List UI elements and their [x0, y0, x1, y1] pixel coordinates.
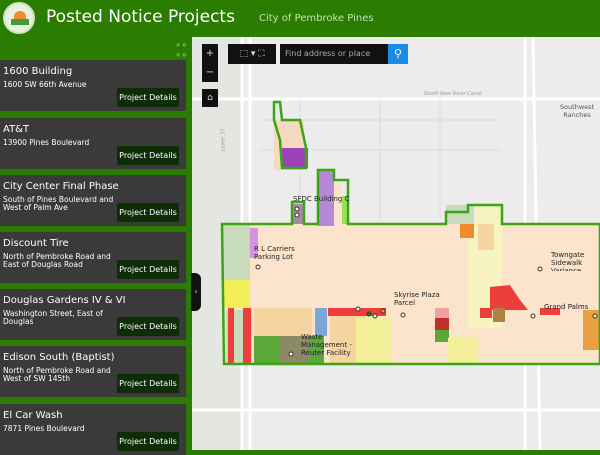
- project-details-button[interactable]: Project Details: [117, 317, 179, 336]
- project-name: Edison South (Baptist): [3, 352, 115, 363]
- project-details-button[interactable]: Project Details: [117, 203, 179, 222]
- map-label-canal: South New River Canal: [424, 91, 482, 97]
- project-name: City Center Final Phase: [3, 181, 119, 192]
- search-button[interactable]: ⚲: [388, 44, 408, 64]
- map-label-towngate: Towngate Sidewalk Variance: [551, 251, 585, 271]
- project-details-button[interactable]: Project Details: [117, 432, 179, 451]
- project-address: 1600 SW 66th Avenue: [3, 80, 87, 89]
- collapse-sidebar-button[interactable]: ‹: [191, 273, 201, 311]
- layout-grid-icon[interactable]: ∘∘ ∘∘: [175, 40, 188, 61]
- project-details-button[interactable]: Project Details: [117, 146, 179, 165]
- search-icon: ⚲: [393, 47, 403, 60]
- map-label-waste-management: Waste Management - Reuter Facility: [301, 333, 352, 357]
- project-name: Douglas Gardens IV & VI: [3, 295, 126, 306]
- project-name: El Car Wash: [3, 410, 63, 421]
- chevron-left-icon: ‹: [194, 287, 198, 296]
- list-item[interactable]: AT&T 13900 Pines Boulevard Project Details: [0, 118, 186, 169]
- project-address: North of Pembroke Road and East of Dougl…: [3, 252, 111, 269]
- map-label-sfdc: SFDC Building C: [293, 195, 350, 203]
- project-address: 13900 Pines Boulevard: [3, 138, 90, 147]
- chevron-down-icon[interactable]: ▾: [250, 49, 256, 59]
- project-details-button[interactable]: Project Details: [117, 88, 179, 107]
- list-item[interactable]: Discount Tire North of Pembroke Road and …: [0, 232, 186, 283]
- project-address: 7871 Pines Boulevard: [3, 424, 85, 433]
- project-name: 1600 Building: [3, 66, 73, 77]
- map-label-grand-palms: Grand Palms: [544, 303, 589, 311]
- project-name: Discount Tire: [3, 238, 69, 249]
- select-icon: ⬚: [239, 49, 248, 59]
- map-label-levee: Levee 37: [220, 128, 227, 152]
- project-details-button[interactable]: Project Details: [117, 374, 179, 393]
- list-item[interactable]: City Center Final Phase South of Pines Bo…: [0, 175, 186, 226]
- zoom-in-button[interactable]: +: [205, 48, 215, 59]
- project-boundary: [220, 168, 600, 366]
- project-address: South of Pines Boulevard and West of Pal…: [3, 195, 114, 212]
- project-name: AT&T: [3, 124, 30, 135]
- map-view[interactable]: SFDC Building C R L Carriers Parking Lot…: [192, 37, 600, 450]
- map-canvas[interactable]: [192, 37, 600, 450]
- zoom-out-button[interactable]: −: [205, 67, 215, 78]
- list-item[interactable]: El Car Wash 7871 Pines Boulevard Project D…: [0, 404, 186, 455]
- home-button[interactable]: ⌂: [202, 89, 218, 107]
- list-item[interactable]: Douglas Gardens IV & VI Washington Street…: [0, 289, 186, 340]
- map-label-skyrise: Skyrise Plaza Parcel: [394, 291, 440, 307]
- clear-selection-icon[interactable]: ⛶: [258, 49, 265, 59]
- project-address: North of Pembroke Road and West of SW 14…: [3, 366, 111, 383]
- map-label-rl-carriers: R L Carriers Parking Lot: [254, 245, 295, 261]
- app-subtitle: City of Pembroke Pines: [259, 13, 374, 24]
- app-header: Posted Notice Projects City of Pembroke …: [0, 0, 600, 37]
- list-item[interactable]: Edison South (Baptist) North of Pembroke …: [0, 346, 186, 397]
- zoom-controls: + −: [202, 44, 218, 82]
- home-icon: ⌂: [207, 93, 213, 103]
- list-item[interactable]: 1600 Building 1600 SW 66th Avenue Project …: [0, 60, 186, 111]
- app-title: Posted Notice Projects: [46, 7, 235, 27]
- project-details-button[interactable]: Project Details: [117, 260, 179, 279]
- select-tool[interactable]: ⬚ ▾ ⛶: [228, 44, 276, 64]
- city-seal-logo: [3, 2, 35, 34]
- project-address: Washington Street, East of Douglas: [3, 309, 103, 326]
- project-list[interactable]: 1600 Building 1600 SW 66th Avenue Project …: [0, 54, 190, 455]
- map-label-southwest-ranches: Southwest Ranches: [559, 103, 595, 119]
- search-input[interactable]: Find address or place: [280, 44, 388, 64]
